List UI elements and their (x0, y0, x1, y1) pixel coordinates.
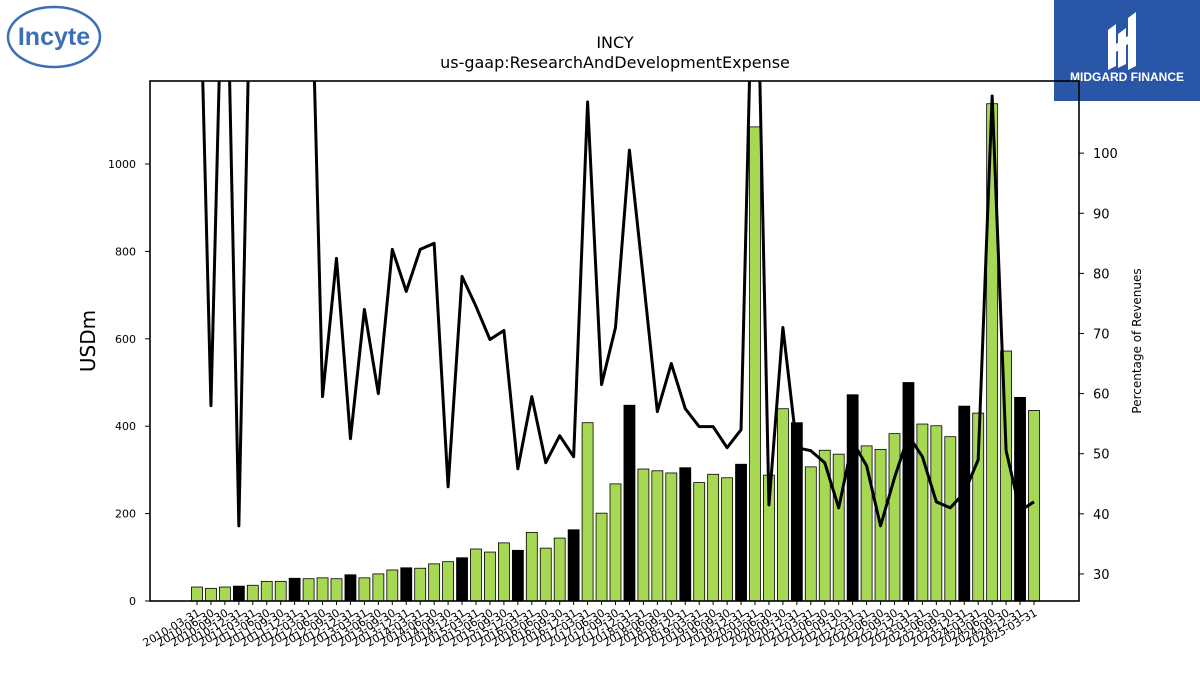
left-tick-label: 600 (115, 333, 136, 346)
bar-2010-09-30 (218, 586, 231, 602)
bar-2018-06-30 (651, 470, 664, 602)
bar-2020-03-31 (749, 126, 761, 602)
bar-2012-09-30 (330, 578, 343, 602)
bar-2018-09-30 (665, 472, 678, 602)
bar-2021-03-31 (804, 466, 817, 602)
bar-2011-03-31 (246, 584, 259, 602)
bar-2017-09-30 (609, 483, 622, 602)
bar-2019-09-30 (721, 477, 733, 602)
bar-2012-12-31 (344, 574, 357, 602)
line-series (201, 81, 1035, 528)
bar-series (191, 103, 1040, 602)
right-axis-ticks: 30 40 50 60 70 80 90 100 (1079, 147, 1118, 583)
bar-2015-09-30 (497, 542, 510, 602)
right-tick-label: 60 (1093, 388, 1110, 403)
right-tick-label: 90 (1093, 207, 1110, 222)
bar-2023-12-31 (958, 405, 971, 602)
bar-2014-06-30 (428, 563, 441, 602)
bar-2021-09-30 (832, 453, 845, 602)
right-tick-label: 80 (1093, 267, 1110, 282)
revenue-pct-line (201, 81, 1035, 528)
bar-2015-12-31 (511, 549, 524, 602)
bar-2013-03-31 (358, 577, 371, 602)
bar-2010-06-30 (205, 587, 217, 602)
right-tick-label: 50 (1093, 448, 1110, 463)
left-tick-label: 1000 (108, 158, 136, 171)
left-tick-label: 400 (115, 420, 136, 433)
bar-2022-12-31 (902, 382, 915, 602)
bar-2011-09-30 (274, 580, 287, 602)
bar-2014-03-31 (414, 567, 427, 602)
x-axis-ticks: 2010-03-312010-06-302010-09-302010-12-31… (141, 601, 1040, 650)
bar-2020-09-30 (777, 408, 789, 602)
bar-2013-12-31 (400, 567, 413, 602)
bar-2022-09-30 (888, 433, 901, 602)
bar-2010-03-31 (191, 586, 203, 602)
chart-title: INCY (596, 33, 634, 52)
bar-2012-03-31 (302, 578, 315, 602)
right-tick-label: 40 (1093, 508, 1110, 523)
bar-2019-03-31 (693, 482, 706, 602)
left-tick-label: 800 (115, 245, 136, 258)
bar-2011-12-31 (288, 577, 301, 602)
left-tick-label: 0 (129, 595, 136, 608)
bar-2019-12-31 (735, 463, 747, 602)
bar-2015-06-30 (484, 551, 496, 602)
bar-2014-09-30 (442, 561, 455, 602)
midgard-finance-logo-text: MIDGARD FINANCE (1070, 70, 1184, 84)
bar-2017-03-31 (581, 422, 594, 602)
bar-2018-12-31 (679, 467, 692, 602)
bar-2015-03-31 (470, 548, 482, 602)
bar-2021-12-31 (846, 394, 859, 602)
right-tick-label: 30 (1093, 568, 1110, 583)
bar-2017-12-31 (623, 404, 636, 602)
incyte-logo-text: Incyte (18, 23, 90, 51)
bar-2016-03-31 (525, 531, 538, 602)
bar-2023-09-30 (944, 436, 957, 602)
bar-2018-03-31 (637, 468, 650, 602)
bar-2012-06-30 (316, 577, 329, 602)
right-tick-label: 100 (1093, 147, 1118, 162)
left-axis-label: USDm (76, 310, 100, 372)
incyte-logo: Incyte (4, 4, 104, 70)
bar-2017-06-30 (595, 512, 608, 602)
bar-2013-06-30 (372, 573, 385, 602)
left-axis-ticks: 0 200 400 600 800 1000 (108, 158, 150, 608)
plot-frame (149, 80, 1080, 602)
bar-2014-12-31 (456, 557, 468, 602)
left-tick-label: 200 (115, 508, 136, 521)
bar-2019-06-30 (707, 473, 720, 602)
bar-2016-06-30 (539, 547, 552, 602)
right-axis-label: Percentage of Revenues (1130, 268, 1144, 413)
bar-2010-12-31 (232, 585, 245, 602)
right-tick-label: 70 (1093, 327, 1110, 342)
bar-2023-06-30 (930, 425, 943, 602)
bar-2016-12-31 (567, 529, 580, 602)
bar-2016-09-30 (553, 537, 566, 602)
chart-subtitle: us-gaap:ResearchAndDevelopmentExpense (440, 53, 790, 72)
bar-2011-06-30 (260, 580, 273, 602)
bar-2013-09-30 (386, 569, 399, 602)
